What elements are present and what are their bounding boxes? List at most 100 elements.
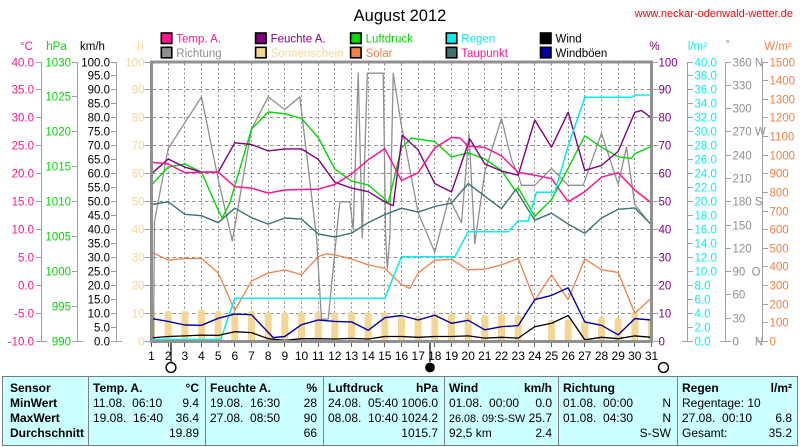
svg-text:1100: 1100 (770, 132, 795, 144)
svg-text:10: 10 (659, 309, 672, 321)
svg-text:5.0: 5.0 (18, 253, 34, 265)
svg-text:01.08. 00:00: 01.08. 00:00 (449, 396, 519, 410)
svg-text:25.0: 25.0 (12, 141, 34, 153)
svg-text:15.0: 15.0 (12, 197, 34, 209)
svg-text:85.0: 85.0 (88, 99, 110, 111)
svg-text:Regentage: 10: Regentage: 10 (682, 396, 761, 410)
svg-text:45.0: 45.0 (88, 211, 110, 223)
svg-text:50.0: 50.0 (88, 197, 110, 209)
svg-text:100: 100 (659, 58, 678, 70)
svg-text:16.0: 16.0 (695, 225, 717, 237)
svg-text:23: 23 (512, 349, 526, 363)
svg-text:Wind: Wind (556, 34, 582, 46)
svg-text:1000: 1000 (45, 267, 71, 279)
svg-text:0 N: 0 N (733, 337, 764, 349)
svg-text:l/m²: l/m² (771, 381, 792, 395)
svg-text:10: 10 (295, 349, 309, 363)
svg-text:9.4: 9.4 (182, 396, 199, 410)
svg-text:90: 90 (659, 85, 672, 97)
svg-text:35.0: 35.0 (12, 85, 34, 97)
svg-text:20: 20 (132, 281, 145, 293)
svg-text:hPa: hPa (416, 381, 438, 395)
svg-text:60: 60 (659, 169, 672, 181)
svg-text:24: 24 (528, 349, 542, 363)
svg-text:26.08. 09:S-SW: 26.08. 09:S-SW (449, 413, 526, 425)
svg-text:24.0: 24.0 (695, 169, 717, 181)
svg-text:1030: 1030 (45, 58, 71, 70)
svg-text:28.0: 28.0 (695, 141, 717, 153)
svg-text:210: 210 (733, 174, 752, 186)
svg-text:40: 40 (132, 225, 145, 237)
svg-text:32.0: 32.0 (695, 113, 717, 125)
svg-text:38.0: 38.0 (695, 71, 717, 83)
svg-text:0.0: 0.0 (695, 337, 711, 349)
svg-text:Regen: Regen (461, 34, 495, 46)
svg-text:360 N: 360 N (733, 58, 764, 70)
svg-text:40.0: 40.0 (88, 225, 110, 237)
svg-text:0.0: 0.0 (94, 337, 110, 349)
svg-text:Durchschnitt: Durchschnitt (10, 426, 84, 440)
svg-text:20: 20 (659, 281, 672, 293)
svg-text:50: 50 (659, 197, 672, 209)
svg-text:-10.0: -10.0 (8, 337, 34, 349)
svg-text:Feuchte A.: Feuchte A. (271, 34, 326, 46)
svg-text:27.08. 08:50: 27.08. 08:50 (210, 411, 280, 425)
svg-text:120: 120 (733, 244, 752, 256)
svg-text:995: 995 (52, 302, 71, 314)
svg-text:1400: 1400 (770, 76, 796, 88)
svg-text:20: 20 (462, 349, 476, 363)
svg-text:08.08. 10:40: 08.08. 10:40 (328, 411, 398, 425)
svg-text:August 2012: August 2012 (354, 7, 447, 25)
svg-text:Wind: Wind (449, 381, 478, 395)
svg-text:27.08. 00:10: 27.08. 00:10 (682, 411, 752, 425)
svg-text:25.0: 25.0 (88, 267, 110, 279)
svg-text:31: 31 (645, 349, 659, 363)
svg-text:80.0: 80.0 (88, 113, 110, 125)
svg-text:1005: 1005 (45, 232, 71, 244)
svg-text:19.08. 16:40: 19.08. 16:40 (93, 411, 163, 425)
svg-text:22: 22 (495, 349, 509, 363)
svg-text:19: 19 (445, 349, 459, 363)
svg-text:h: h (137, 41, 143, 53)
svg-text:100: 100 (125, 58, 144, 70)
svg-text:MaxWert: MaxWert (10, 411, 60, 425)
svg-text:Richtung: Richtung (176, 48, 221, 60)
svg-text:Sensor: Sensor (10, 381, 51, 395)
svg-text:900: 900 (770, 169, 789, 181)
svg-text:8.0: 8.0 (695, 281, 711, 293)
svg-text:30: 30 (132, 253, 145, 265)
svg-text:10: 10 (132, 309, 145, 321)
svg-text:90 O: 90 O (733, 267, 761, 279)
svg-text:70: 70 (132, 141, 145, 153)
svg-text:Windböen: Windböen (556, 48, 608, 60)
svg-text:30.0: 30.0 (12, 113, 34, 125)
svg-text:35.0: 35.0 (88, 239, 110, 251)
svg-text:90: 90 (132, 85, 145, 97)
svg-text:Taupunkt: Taupunkt (461, 48, 508, 60)
svg-text:Solar: Solar (366, 48, 393, 60)
svg-text:400: 400 (770, 262, 789, 274)
svg-text:26: 26 (562, 349, 576, 363)
svg-text:Sonnenschein: Sonnenschein (271, 48, 344, 60)
svg-text:990: 990 (52, 337, 71, 349)
svg-text:11: 11 (312, 349, 325, 363)
svg-text:26.0: 26.0 (695, 155, 717, 167)
svg-text:Temp. A.: Temp. A. (176, 34, 221, 46)
svg-text:30: 30 (733, 314, 746, 326)
svg-text:12: 12 (328, 349, 342, 363)
svg-text:1500: 1500 (770, 58, 796, 70)
svg-text:km/h: km/h (80, 41, 105, 53)
svg-text:36.0: 36.0 (695, 85, 717, 97)
svg-text:16: 16 (395, 349, 409, 363)
svg-text:1006.0: 1006.0 (401, 396, 438, 410)
svg-text:35.2: 35.2 (769, 426, 793, 440)
svg-text:°C: °C (186, 381, 200, 395)
svg-text:19.89: 19.89 (169, 426, 199, 440)
svg-text:12.0: 12.0 (695, 253, 717, 265)
svg-text:°C: °C (20, 41, 33, 53)
svg-text:22.0: 22.0 (695, 183, 717, 195)
svg-text:30: 30 (628, 349, 642, 363)
svg-text:2: 2 (165, 349, 172, 363)
svg-text:7: 7 (248, 349, 255, 363)
svg-text:240: 240 (733, 151, 752, 163)
